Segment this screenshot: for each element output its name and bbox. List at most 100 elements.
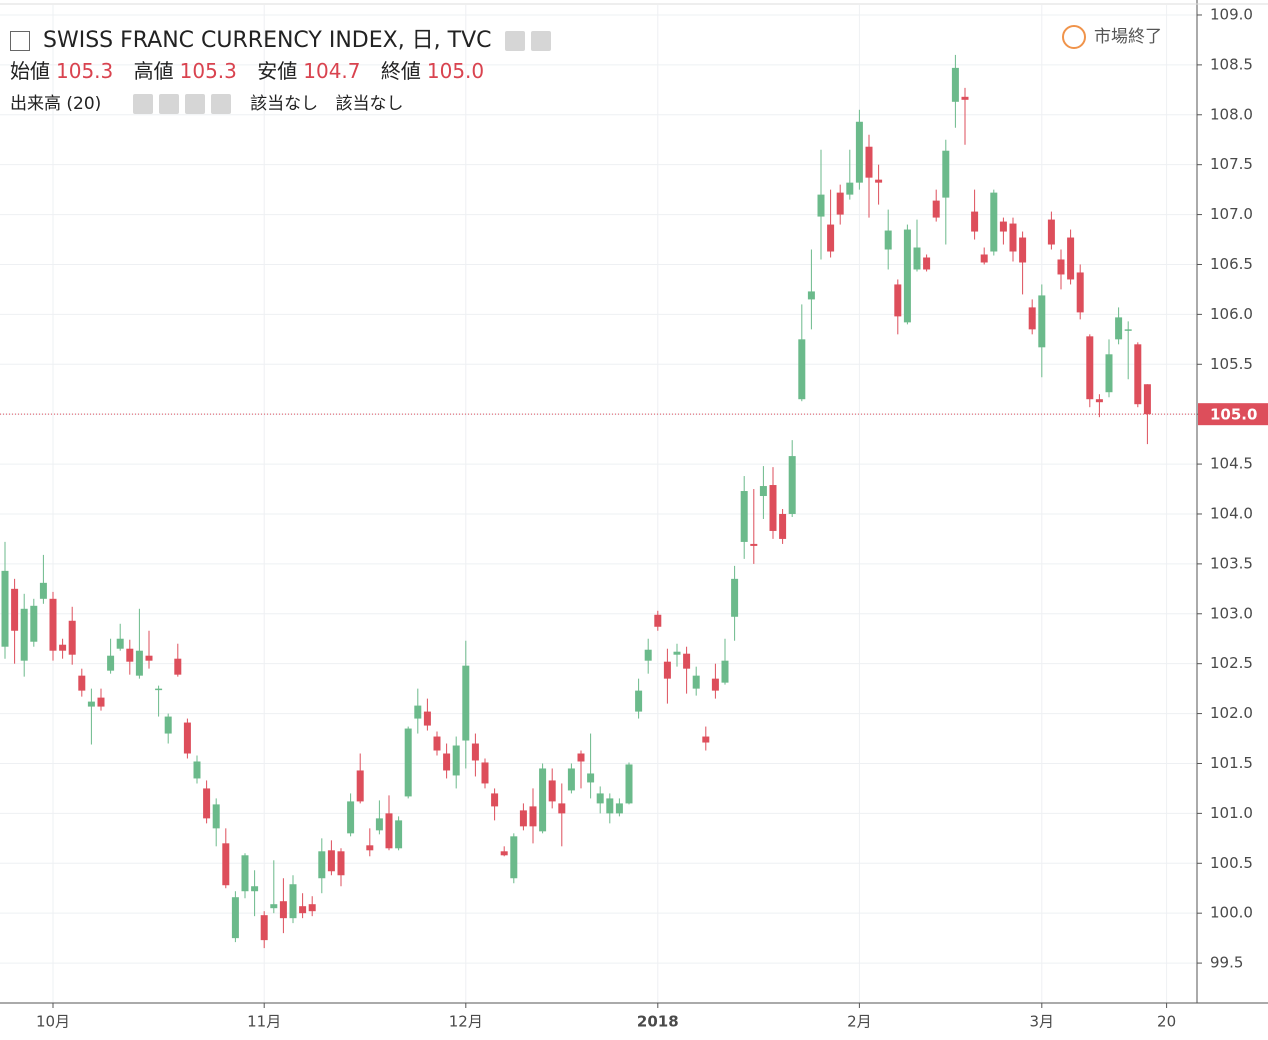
y-tick-label: 107.0 bbox=[1210, 205, 1253, 223]
candle-body bbox=[68, 620, 76, 655]
candle-body bbox=[663, 661, 671, 679]
candle-body bbox=[913, 247, 921, 270]
candle-body bbox=[1057, 259, 1065, 275]
y-tick-label: 103.5 bbox=[1210, 554, 1253, 572]
candle-body bbox=[462, 665, 470, 741]
alert-icon[interactable] bbox=[1062, 25, 1086, 49]
y-tick-label: 109.0 bbox=[1210, 5, 1253, 23]
add-icon[interactable] bbox=[184, 94, 205, 114]
y-tick-label: 99.5 bbox=[1210, 954, 1243, 972]
candle-body bbox=[78, 675, 86, 691]
candle-body bbox=[740, 491, 748, 542]
ohlc-high-label: 高値 bbox=[133, 59, 174, 83]
eye-icon[interactable] bbox=[132, 94, 153, 114]
candle-body bbox=[1076, 272, 1084, 313]
candle-body bbox=[788, 456, 796, 514]
candle-body bbox=[135, 650, 143, 676]
candle-body bbox=[337, 851, 345, 876]
candle-body bbox=[558, 803, 566, 814]
market-status-text: 市場終了 bbox=[1094, 27, 1162, 47]
settings-icon[interactable] bbox=[530, 31, 551, 51]
candle-body bbox=[299, 906, 307, 914]
candle-body bbox=[596, 793, 604, 804]
candle-body bbox=[356, 770, 364, 802]
candle-body bbox=[817, 194, 825, 217]
candle-body bbox=[644, 649, 652, 661]
candle-body bbox=[683, 653, 691, 669]
candle-body bbox=[731, 578, 739, 617]
candle-body bbox=[395, 820, 403, 849]
candle-body bbox=[270, 904, 278, 909]
candle-body bbox=[884, 230, 892, 250]
x-tick-label: 2018 bbox=[637, 1013, 679, 1031]
candle-body bbox=[519, 810, 527, 827]
y-tick-label: 104.5 bbox=[1210, 455, 1253, 473]
y-tick-label: 102.0 bbox=[1210, 704, 1253, 722]
y-tick-label: 103.0 bbox=[1210, 604, 1253, 622]
candle-body bbox=[251, 886, 259, 892]
candle-body bbox=[433, 736, 441, 751]
candle-body bbox=[654, 614, 662, 627]
chart-title: SWISS FRANC CURRENCY INDEX, 日, TVC bbox=[43, 28, 492, 53]
candle-body bbox=[1047, 219, 1055, 245]
candle-body bbox=[155, 688, 163, 691]
collapse-icon[interactable] bbox=[10, 31, 30, 51]
candle-body bbox=[11, 588, 19, 631]
candle-body bbox=[1124, 329, 1132, 331]
candle-body bbox=[308, 904, 316, 912]
candle-body bbox=[759, 486, 767, 497]
y-tick-label: 100.0 bbox=[1210, 904, 1253, 922]
ohlc-close-label: 終値 bbox=[380, 59, 421, 83]
candle-body bbox=[145, 655, 153, 661]
candle-body bbox=[875, 179, 883, 183]
x-tick-label: 10月 bbox=[36, 1013, 70, 1031]
candle-body bbox=[1028, 307, 1036, 330]
candle-body bbox=[798, 339, 806, 400]
x-tick-label: 20 bbox=[1157, 1013, 1176, 1031]
candle-body bbox=[414, 705, 422, 719]
settings-icon[interactable] bbox=[158, 94, 179, 114]
candle-body bbox=[366, 845, 374, 851]
y-tick-label: 102.5 bbox=[1210, 654, 1253, 672]
candle-body bbox=[673, 651, 681, 655]
candle-body bbox=[491, 793, 499, 807]
candle-body bbox=[30, 605, 38, 642]
candle-body bbox=[126, 648, 134, 662]
candle-body bbox=[1143, 384, 1151, 415]
candle-body bbox=[932, 200, 940, 218]
candle-body bbox=[193, 761, 201, 779]
ohlc-high-value: 105.3 bbox=[179, 59, 237, 83]
candle-body bbox=[385, 813, 393, 849]
candle-body bbox=[116, 638, 124, 649]
candle-body bbox=[289, 884, 297, 919]
candle-body bbox=[241, 855, 249, 892]
ohlc-row: 始値 105.3 高値 105.3 安値 104.7 終値 105.0 bbox=[10, 55, 490, 84]
candle-body bbox=[587, 773, 595, 783]
ohlc-low-label: 安値 bbox=[257, 59, 298, 83]
candle-body bbox=[49, 598, 57, 651]
price-label: 105.0 bbox=[1210, 406, 1257, 424]
candle-body bbox=[980, 254, 988, 263]
candle-body bbox=[529, 806, 537, 827]
title-row: SWISS FRANC CURRENCY INDEX, 日, TVC bbox=[10, 22, 557, 54]
candle-body bbox=[212, 804, 220, 829]
candle-body bbox=[769, 485, 777, 531]
eye-icon[interactable] bbox=[504, 31, 525, 51]
candle-body bbox=[779, 513, 787, 539]
close-icon[interactable] bbox=[210, 94, 231, 114]
candle-body bbox=[1105, 354, 1113, 393]
candle-body bbox=[865, 146, 873, 178]
candle-body bbox=[923, 257, 931, 270]
candle-body bbox=[500, 851, 508, 856]
x-tick-label: 2月 bbox=[847, 1013, 872, 1031]
ohlc-close-value: 105.0 bbox=[426, 59, 485, 83]
candle-body bbox=[39, 582, 47, 599]
candle-body bbox=[97, 697, 105, 707]
candle-body bbox=[711, 678, 719, 691]
candle-body bbox=[347, 801, 355, 834]
candle-body bbox=[443, 753, 451, 771]
y-tick-label: 108.5 bbox=[1210, 55, 1253, 73]
candle-body bbox=[971, 211, 979, 232]
na-text: 該当なし bbox=[250, 94, 319, 114]
